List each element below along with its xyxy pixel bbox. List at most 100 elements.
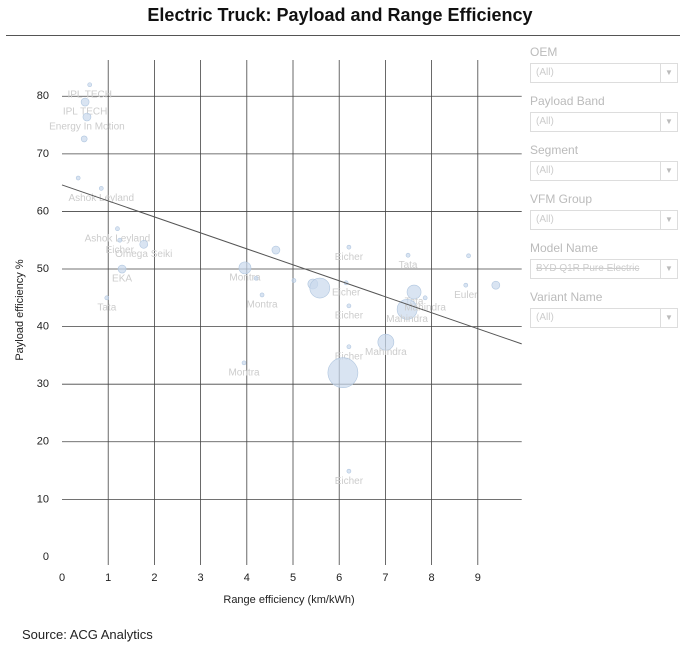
- point-label: Eicher: [335, 252, 364, 263]
- point-label: Eicher: [106, 245, 135, 256]
- x-axis-title: Range efficiency (km/kWh): [223, 594, 354, 606]
- point: [406, 284, 422, 300]
- filter: Payload Band (All) ▼: [530, 93, 678, 142]
- y-tick-label: 20: [37, 436, 49, 448]
- point: [117, 237, 123, 243]
- point: [259, 292, 265, 298]
- filter-label: OEM: [530, 45, 558, 59]
- x-tick-label: 9: [475, 572, 481, 584]
- y-tick-label: 70: [37, 148, 49, 160]
- point: [346, 244, 352, 250]
- point-label: Euler: [454, 290, 478, 301]
- filter-value: (All): [536, 214, 554, 225]
- point: [346, 468, 352, 474]
- point-label: IPL TECH: [67, 89, 111, 100]
- y-tick-label: 50: [37, 263, 49, 275]
- x-tick-label: 8: [429, 572, 435, 584]
- point: [422, 295, 428, 301]
- point: [80, 135, 88, 143]
- point: [271, 245, 281, 255]
- point: [346, 344, 352, 350]
- filter: Variant Name (All) ▼: [530, 289, 678, 338]
- point: [87, 82, 93, 88]
- point: [98, 186, 104, 191]
- y-tick-label: 60: [37, 205, 49, 217]
- point: [253, 275, 259, 281]
- x-tick-label: 5: [290, 572, 296, 584]
- filter-label: Variant Name: [530, 290, 603, 304]
- dropdown-arrow[interactable]: ▼: [660, 211, 677, 229]
- point-label: Ashok Leyland: [85, 233, 151, 244]
- point-label: Omega Seiki: [115, 249, 172, 260]
- point: [238, 261, 252, 275]
- y-tick-label: 30: [37, 378, 49, 390]
- point-label: Eicher: [335, 311, 364, 322]
- point-label: IPL TECH: [63, 107, 107, 118]
- filter-dropdown[interactable]: (All) ▼: [530, 161, 678, 181]
- x-tick-label: 3: [198, 572, 204, 584]
- point: [466, 253, 471, 259]
- point: [309, 277, 331, 299]
- y-tick-label: 10: [37, 493, 49, 505]
- filter-value: (All): [536, 312, 554, 323]
- point: [115, 226, 120, 232]
- filter-dropdown[interactable]: (All) ▼: [530, 112, 678, 132]
- filter: Segment (All) ▼: [530, 142, 678, 191]
- filter-panel: OEM (All) ▼ Payload Band (All) ▼ Segment (All) ▼…: [530, 44, 678, 338]
- filter-label: Segment: [530, 143, 579, 157]
- point: [377, 333, 395, 351]
- filter: VFM Group (All) ▼: [530, 191, 678, 240]
- point: [241, 360, 247, 366]
- x-tick-label: 0: [59, 572, 65, 584]
- point: [117, 264, 127, 274]
- filter-label: Payload Band: [530, 94, 605, 108]
- filter-label: Model Name: [530, 241, 599, 255]
- point-label: Montra: [246, 300, 278, 311]
- dropdown-arrow[interactable]: ▼: [660, 113, 677, 131]
- filter: OEM (All) ▼: [530, 44, 678, 93]
- filter-dropdown[interactable]: BYD Q1R Pure Electric ▼: [530, 259, 678, 279]
- point-label: EKA: [112, 274, 132, 285]
- point: [396, 299, 418, 320]
- filter: Model Name BYD Q1R Pure Electric ▼: [530, 240, 678, 289]
- point-label: Tata: [97, 302, 116, 313]
- point: [463, 282, 469, 288]
- point: [82, 112, 92, 122]
- x-tick-label: 7: [382, 572, 388, 584]
- x-tick-label: 2: [151, 572, 157, 584]
- x-tick-label: 4: [244, 572, 250, 584]
- filter-value: (All): [536, 116, 554, 127]
- point: [327, 357, 359, 388]
- source-note: Source: ACG Analytics: [22, 627, 153, 642]
- y-tick-label: 0: [43, 551, 49, 563]
- point: [75, 175, 81, 181]
- x-tick-label: 1: [105, 572, 111, 584]
- dropdown-arrow[interactable]: ▼: [660, 309, 677, 327]
- y-tick-label: 80: [37, 90, 49, 102]
- point-label: Mahindra: [404, 302, 446, 313]
- dropdown-arrow[interactable]: ▼: [660, 162, 677, 180]
- point: [405, 252, 411, 258]
- y-axis-title: Payload efficiency %: [14, 259, 26, 361]
- title-rule: [6, 35, 680, 36]
- point: [80, 97, 90, 107]
- dashboard-title: Electric Truck: Payload and Range Effici…: [147, 5, 533, 25]
- point-label: Mahindra: [365, 347, 407, 358]
- filter-dropdown[interactable]: (All) ▼: [530, 308, 678, 328]
- point-label: Eicher: [332, 287, 361, 298]
- filter-dropdown[interactable]: (All) ▼: [530, 210, 678, 230]
- point: [139, 239, 149, 249]
- trend-line: [61, 184, 522, 345]
- point: [291, 278, 297, 283]
- dropdown-arrow[interactable]: ▼: [660, 260, 677, 278]
- dropdown-arrow[interactable]: ▼: [660, 64, 677, 82]
- point-label: Eicher: [335, 476, 364, 487]
- filter-value: BYD Q1R Pure Electric: [536, 263, 640, 274]
- y-tick-label: 40: [37, 321, 49, 333]
- point-label: Montra: [229, 273, 261, 284]
- point-label: Mahindra: [386, 314, 428, 325]
- chart: 0 10 20 30 40 50 60 70 80 0 1 2 3 4 5 6 7 8 9 Range efficie…: [14, 60, 522, 606]
- point-label: Eicher: [335, 351, 364, 362]
- filter-dropdown[interactable]: (All) ▼: [530, 63, 678, 83]
